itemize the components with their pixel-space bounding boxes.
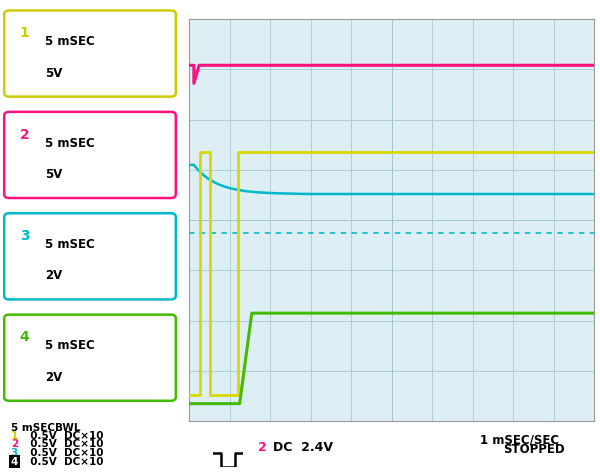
Text: 2: 2 [20,128,29,141]
Text: STOPPED: STOPPED [503,443,565,456]
Text: 0.5V  DC×10: 0.5V DC×10 [23,439,103,449]
Text: DC  2.4V: DC 2.4V [273,441,333,454]
Text: 2V: 2V [45,371,62,384]
Text: 4: 4 [20,330,29,344]
Text: 0.5V  DC×10: 0.5V DC×10 [23,448,103,458]
Text: 0.5V  DC×10: 0.5V DC×10 [23,431,103,441]
Text: 4: 4 [11,456,18,466]
Text: 5 mSECBWL: 5 mSECBWL [11,423,80,433]
Text: 5V: 5V [45,168,62,181]
Text: 5V: 5V [45,67,62,79]
Text: 5 mSEC: 5 mSEC [45,238,95,251]
Text: 5 mSEC: 5 mSEC [45,35,95,48]
Text: 1: 1 [20,26,29,40]
Text: 2: 2 [258,441,267,454]
Text: 5 mSEC: 5 mSEC [45,339,95,352]
Text: 1: 1 [11,431,18,441]
Text: 3: 3 [11,448,18,458]
Text: 3: 3 [20,229,29,243]
Text: 0.5V  DC×10: 0.5V DC×10 [23,456,103,466]
Text: 2V: 2V [45,269,62,282]
Text: 2: 2 [11,439,18,449]
Text: 1 mSEC/SEC: 1 mSEC/SEC [480,434,559,446]
Text: 5 mSEC: 5 mSEC [45,137,95,149]
